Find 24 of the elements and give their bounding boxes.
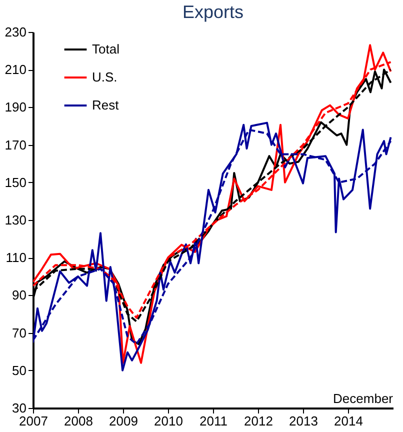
y-tick-label: 190 xyxy=(4,100,26,115)
y-tick-label: 30 xyxy=(12,400,26,416)
x-tick-label: 2008 xyxy=(64,414,93,428)
y-tick-label: 90 xyxy=(12,288,26,303)
x-tick-label: 2013 xyxy=(289,414,318,428)
x-tick-label: 2014 xyxy=(334,414,363,428)
y-tick-label: 230 xyxy=(4,24,26,40)
y-tick-label: 50 xyxy=(12,362,26,378)
x-tick-label: 2012 xyxy=(244,414,273,428)
y-tick-label: 150 xyxy=(4,174,26,190)
y-tick-label: 170 xyxy=(4,137,26,152)
legend-label: U.S. xyxy=(92,70,118,84)
x-tick-label: 2010 xyxy=(154,414,183,428)
legend-label: Total xyxy=(92,42,120,56)
y-tick-label: 210 xyxy=(4,62,26,78)
annotation: December xyxy=(333,391,394,406)
y-tick-label: 130 xyxy=(4,212,26,228)
x-tick-label: 2009 xyxy=(109,414,138,428)
y-tick-label: 110 xyxy=(6,250,26,266)
legend-label: Rest xyxy=(92,98,120,112)
y-tick-label: 70 xyxy=(12,325,26,340)
chart-title: Exports xyxy=(182,2,244,22)
x-tick-label: 2011 xyxy=(200,414,228,428)
x-tick-label: 2007 xyxy=(19,414,48,428)
